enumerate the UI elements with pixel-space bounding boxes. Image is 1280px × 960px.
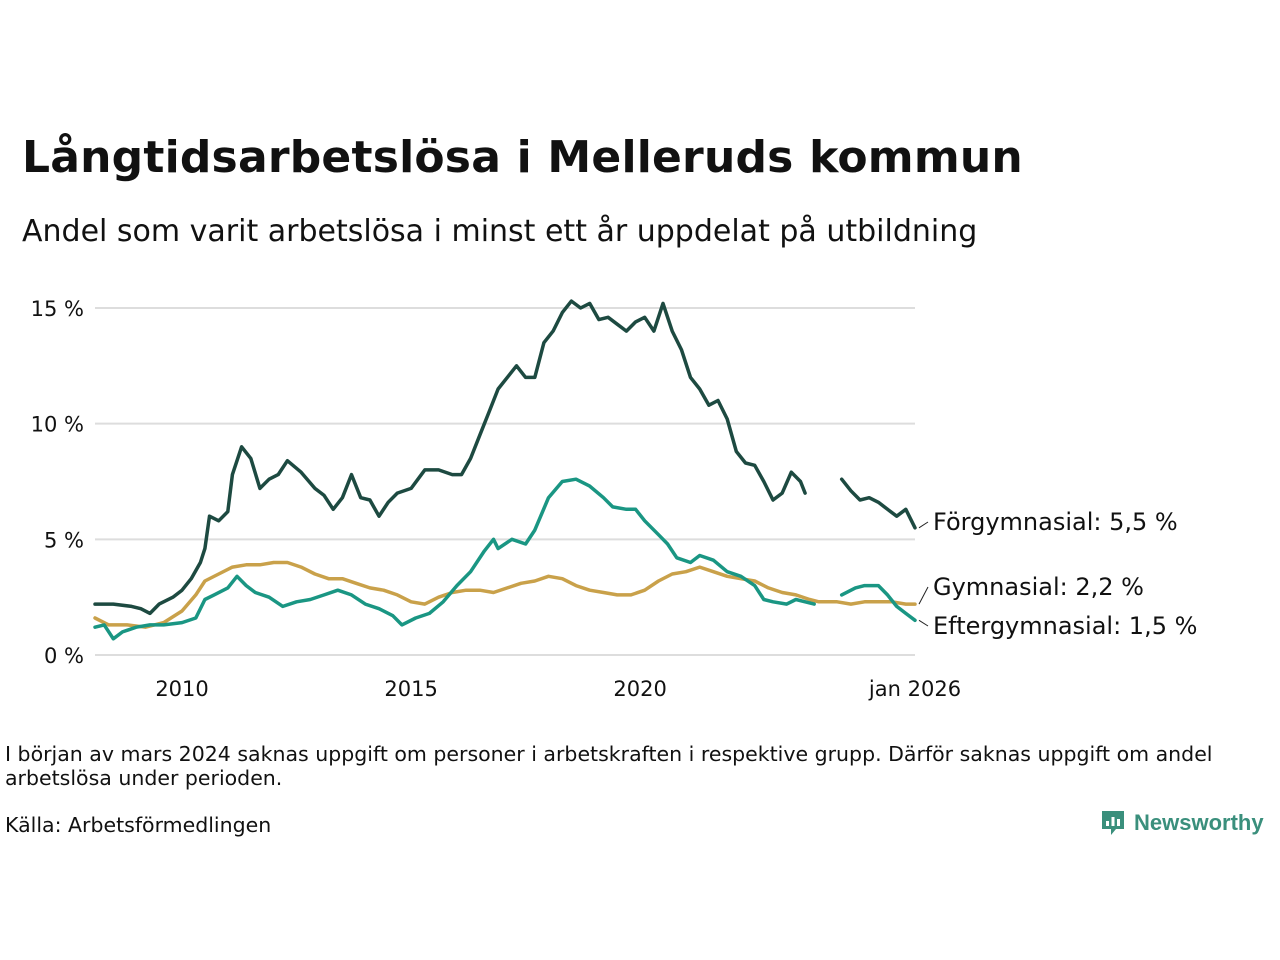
series-label-eftergymnasial: Eftergymnasial: 1,5 %	[933, 612, 1197, 640]
leader-line	[918, 521, 929, 529]
y-tick-label: 0 %	[44, 644, 84, 668]
chart-title: Långtidsarbetslösa i Melleruds kommun	[22, 132, 1023, 183]
series-line-gymnasial	[93, 560, 917, 629]
chart-note: I början av mars 2024 saknas uppgift om …	[5, 742, 1213, 790]
x-tick-label: 2015	[384, 677, 437, 701]
grid-lines	[95, 307, 915, 656]
series-line-eftergymnasial	[839, 583, 917, 623]
chart-source: Källa: Arbetsförmedlingen	[5, 813, 272, 837]
x-axis: 2010 2015 2020 jan 2026	[155, 677, 961, 701]
leader-line	[918, 619, 929, 627]
y-tick-label: 15 %	[31, 297, 84, 321]
y-tick-label: 10 %	[31, 413, 84, 437]
newsworthy-logo[interactable]: Newsworthy	[1100, 809, 1264, 837]
series-line-förgymnasial	[839, 477, 917, 530]
newsworthy-logo-icon	[1102, 811, 1124, 835]
leader-line	[918, 586, 929, 605]
series-label-gymnasial: Gymnasial: 2,2 %	[933, 573, 1144, 601]
line-chart: 0 % 5 % 10 % 15 % 2010 2015 2020 jan 2026 Förg…	[31, 297, 1198, 701]
x-tick-label: 2020	[613, 677, 666, 701]
logo-text: Newsworthy	[1134, 810, 1264, 835]
chart-subtitle: Andel som varit arbetslösa i minst ett å…	[22, 214, 978, 249]
series-lines	[93, 299, 917, 641]
series-line-förgymnasial	[93, 299, 807, 616]
x-tick-label: 2010	[155, 677, 208, 701]
series-line-eftergymnasial	[93, 477, 816, 641]
y-tick-label: 5 %	[44, 528, 84, 552]
x-tick-label: jan 2026	[868, 677, 961, 701]
series-labels: Förgymnasial: 5,5 % Gymnasial: 2,2 % Efter…	[918, 508, 1197, 640]
series-label-förgymnasial: Förgymnasial: 5,5 %	[933, 508, 1178, 536]
y-axis: 0 % 5 % 10 % 15 %	[31, 297, 84, 668]
